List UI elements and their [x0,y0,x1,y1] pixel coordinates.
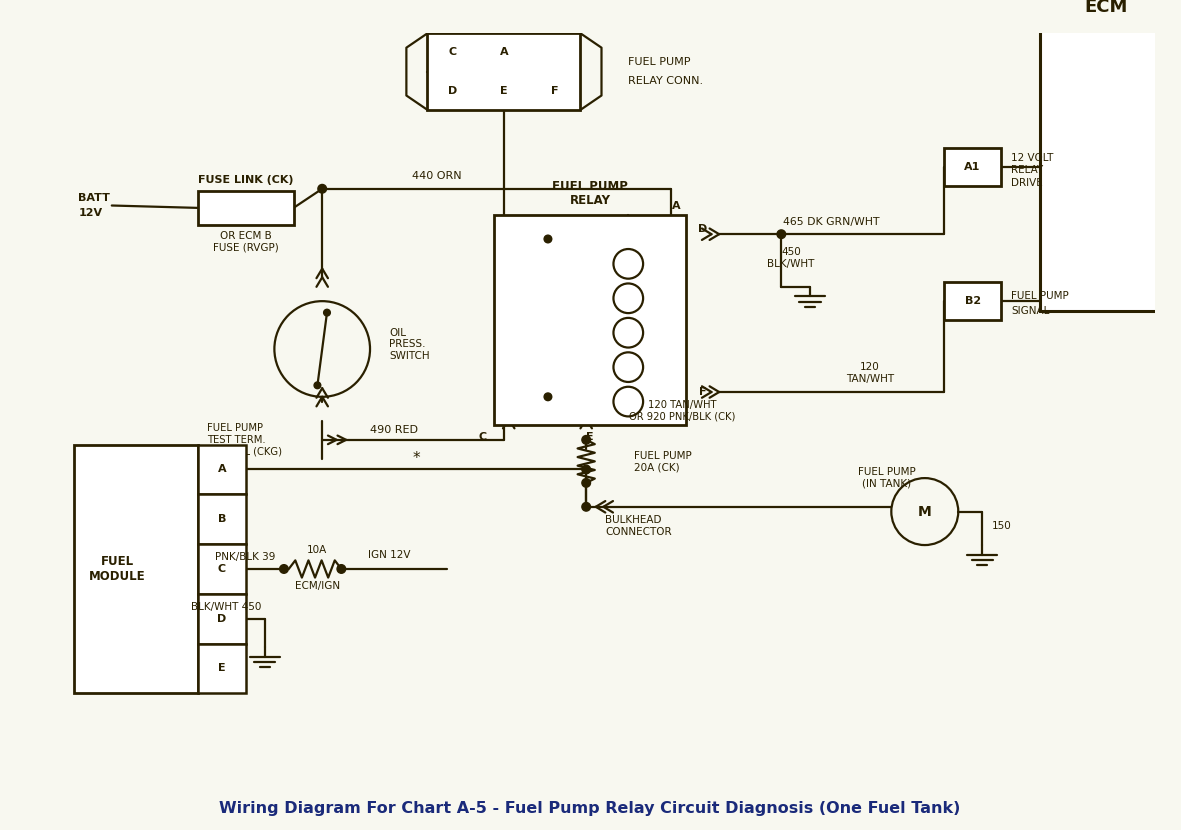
Circle shape [337,564,346,574]
Text: RELAY: RELAY [1011,165,1043,175]
Text: C: C [478,432,487,442]
Text: DRIVE: DRIVE [1011,178,1043,188]
Circle shape [544,235,552,243]
Bar [944,148,1001,187]
Text: 12 VOLT: 12 VOLT [1011,153,1053,163]
Bar [198,445,246,495]
Text: 450
BLK/WHT: 450 BLK/WHT [768,247,815,269]
Text: FUEL PUMP: FUEL PUMP [552,180,628,193]
Circle shape [318,184,326,193]
Text: RELAY: RELAY [569,194,611,208]
Text: 10A: 10A [307,544,327,554]
Text: *: * [412,451,419,466]
Text: FUEL PUMP
(IN TANK): FUEL PUMP (IN TANK) [857,467,915,489]
Text: BLK/WHT 450: BLK/WHT 450 [191,603,262,613]
Bar [428,33,580,110]
Circle shape [582,465,590,474]
Text: RELAY CONN.: RELAY CONN. [628,76,704,86]
Text: E: E [218,663,226,673]
Bar [944,282,1001,320]
Text: 120 TAN/WHT
OR 920 PNK/BLK (CK): 120 TAN/WHT OR 920 PNK/BLK (CK) [628,400,735,422]
Text: 440 ORN: 440 ORN [412,171,462,181]
Bar [198,544,246,593]
Text: FUEL PUMP: FUEL PUMP [628,57,691,67]
Text: IGN 12V: IGN 12V [368,549,411,559]
Text: 150: 150 [992,521,1011,531]
Text: OR ECM B
FUSE (RVGP): OR ECM B FUSE (RVGP) [213,231,279,252]
Circle shape [280,564,288,574]
Text: A1: A1 [965,162,980,173]
Text: ECM/IGN: ECM/IGN [295,581,340,591]
Bar [73,445,198,693]
Circle shape [777,230,785,238]
Text: 120
TAN/WHT: 120 TAN/WHT [846,362,894,383]
Bar [198,191,294,225]
Text: FUEL PUMP
TEST TERM.
OR ALOL (CKG): FUEL PUMP TEST TERM. OR ALOL (CKG) [208,423,282,457]
Text: F: F [699,387,706,397]
Bar [198,593,246,643]
Bar [495,215,686,426]
Circle shape [582,479,590,487]
Circle shape [544,393,552,401]
Text: E: E [500,85,508,95]
Text: B: B [217,515,226,525]
Text: FUEL
MODULE: FUEL MODULE [89,555,145,583]
Text: PNK/BLK 39: PNK/BLK 39 [215,553,276,563]
Text: C: C [217,564,226,574]
Text: A: A [672,201,680,211]
Text: 490 RED: 490 RED [370,425,418,435]
Text: E: E [586,432,594,442]
Text: SIGNAL: SIGNAL [1011,305,1049,315]
Text: BATT: BATT [78,193,110,203]
Text: D: D [698,224,707,234]
Circle shape [582,502,590,511]
Text: B2: B2 [965,296,980,306]
Bar [198,495,246,544]
Text: M: M [918,505,932,519]
Text: F: F [552,85,559,95]
Text: Wiring Diagram For Chart A-5 - Fuel Pump Relay Circuit Diagnosis (One Fuel Tank): Wiring Diagram For Chart A-5 - Fuel Pump… [220,801,960,816]
Circle shape [314,382,321,388]
Circle shape [582,436,590,444]
Text: BULKHEAD
CONNECTOR: BULKHEAD CONNECTOR [606,515,672,537]
Text: FUEL PUMP: FUEL PUMP [1011,291,1069,301]
Text: A: A [500,47,508,57]
Text: OIL
PRESS.
SWITCH: OIL PRESS. SWITCH [390,328,430,361]
Bar [1039,24,1174,310]
Text: FUEL PUMP
20A (CK): FUEL PUMP 20A (CK) [634,451,692,472]
Text: ECM: ECM [1085,0,1128,16]
Text: A: A [217,465,226,475]
Text: 465 DK GRN/WHT: 465 DK GRN/WHT [783,217,880,227]
Text: D: D [449,85,457,95]
Bar [198,643,246,693]
Circle shape [324,310,331,316]
Text: FUSE LINK (CK): FUSE LINK (CK) [198,174,293,185]
Text: 12V: 12V [78,208,103,218]
Text: C: C [449,47,457,57]
Text: D: D [217,613,227,623]
